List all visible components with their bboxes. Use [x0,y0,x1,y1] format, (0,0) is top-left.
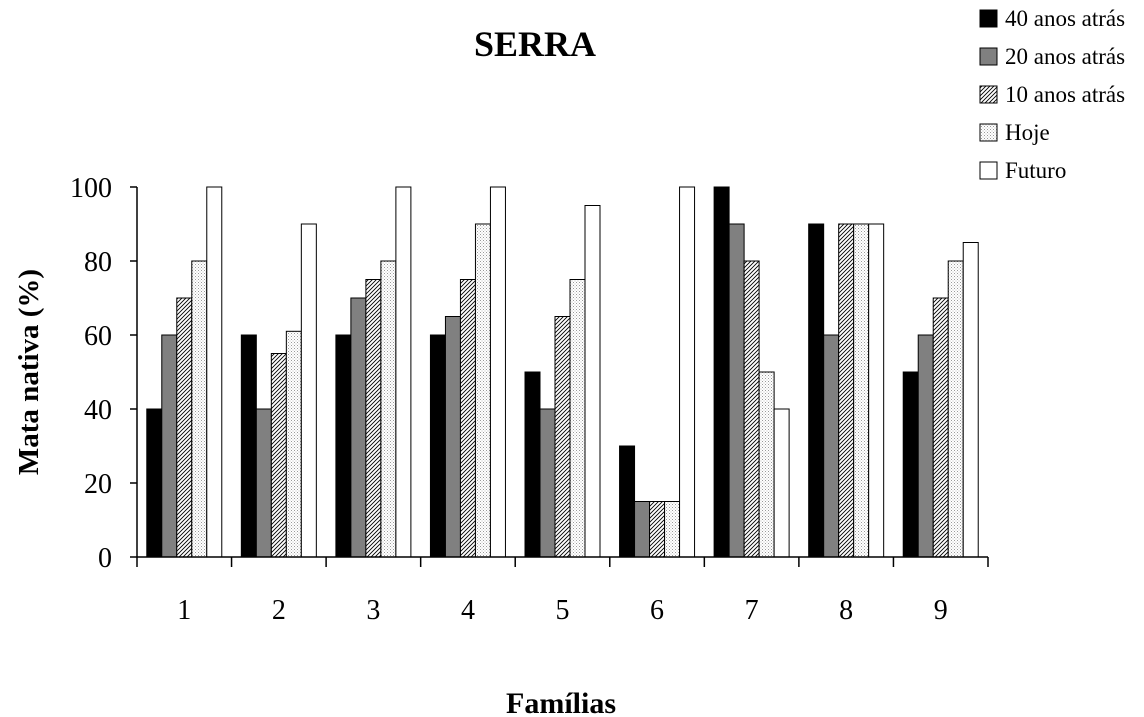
x-axis-label: Famílias [506,687,616,717]
bar-5-series-4 [569,279,586,558]
bar-1-series-1 [146,408,163,558]
bars [146,186,979,558]
bar-7-series-3 [743,260,760,558]
bar-6-series-4 [664,501,681,558]
legend-label: 10 anos atrás [1005,82,1125,107]
bar-2-series-1 [240,334,257,558]
bar-6-series-5 [679,186,696,558]
bar-4-series-2 [444,316,461,558]
x-tick-label: 4 [461,595,475,626]
bar-2-series-2 [255,408,272,558]
y-axis-ticks: 0 20 40 60 80 100 [70,173,137,574]
bar-8-series-2 [823,334,840,558]
bar-9-series-3 [932,297,949,558]
y-tick-label: 0 [98,543,112,574]
bar-7-series-5 [773,408,790,558]
legend-item: Hoje [979,120,1050,145]
x-tick-label: 2 [272,595,286,626]
y-tick-label: 80 [84,247,112,278]
bar-3-series-2 [350,297,367,558]
bar-1-series-4 [191,260,208,558]
x-tick-label: 9 [934,595,948,626]
y-tick-label: 100 [70,173,112,204]
legend-swatch [979,85,998,104]
bar-7-series-1 [713,186,730,558]
x-tick-label: 7 [745,595,759,626]
bar-3-series-4 [380,260,397,558]
x-tick-label: 8 [839,595,853,626]
legend-swatch [979,47,998,66]
y-axis-label: Mata nativa (%) [13,269,45,475]
legend: 40 anos atrás 20 anos atrás 10 anos atrás H… [979,6,1125,183]
bar-8-series-1 [808,223,825,558]
legend-swatch [979,9,998,28]
legend-item: Futuro [979,158,1066,183]
bar-4-series-5 [489,186,506,558]
bar-4-series-4 [474,223,491,558]
bar-7-series-2 [728,223,745,558]
bar-1-series-3 [176,297,193,558]
bar-1-series-5 [206,186,223,558]
bar-4-series-1 [429,334,446,558]
x-tick-label: 1 [177,595,191,626]
x-tick-label: 3 [366,595,380,626]
legend-swatch [979,161,998,180]
y-tick-label: 20 [84,469,112,500]
legend-label: Hoje [1005,120,1050,145]
x-tick-label: 6 [650,595,664,626]
y-tick-label: 60 [84,321,112,352]
axes [136,187,988,558]
y-tick-label: 40 [84,395,112,426]
bar-5-series-2 [539,408,556,558]
bar-4-series-3 [459,279,476,558]
bar-2-series-4 [285,330,302,558]
legend-label: Futuro [1005,158,1066,183]
x-tick-label: 5 [556,595,570,626]
bar-6-series-3 [649,501,666,558]
legend-label: 40 anos atrás [1005,6,1125,31]
bar-3-series-5 [395,186,412,558]
bar-7-series-4 [758,371,775,558]
bar-3-series-1 [335,334,352,558]
bar-5-series-1 [524,371,541,558]
bar-8-series-5 [868,223,885,558]
bar-2-series-3 [270,353,287,558]
legend-swatch [979,123,998,142]
legend-label: 20 anos atrás [1005,44,1125,69]
bar-6-series-2 [634,501,651,558]
bar-1-series-2 [161,334,178,558]
bar-9-series-2 [917,334,934,558]
bar-6-series-1 [619,445,636,558]
bar-9-series-5 [962,242,979,558]
bar-2-series-5 [300,223,317,558]
legend-item: 20 anos atrás [979,44,1125,69]
bar-9-series-4 [947,260,964,558]
legend-item: 40 anos atrás [979,6,1125,31]
bar-8-series-3 [838,223,855,558]
chart-title: SERRA [474,24,596,64]
bar-5-series-5 [584,205,601,558]
bar-9-series-1 [902,371,919,558]
bar-8-series-4 [853,223,870,558]
x-axis-ticks: 1 2 3 4 5 6 7 8 9 [136,557,989,626]
legend-item: 10 anos atrás [979,82,1125,107]
bar-5-series-3 [554,316,571,558]
bar-3-series-3 [365,279,382,558]
